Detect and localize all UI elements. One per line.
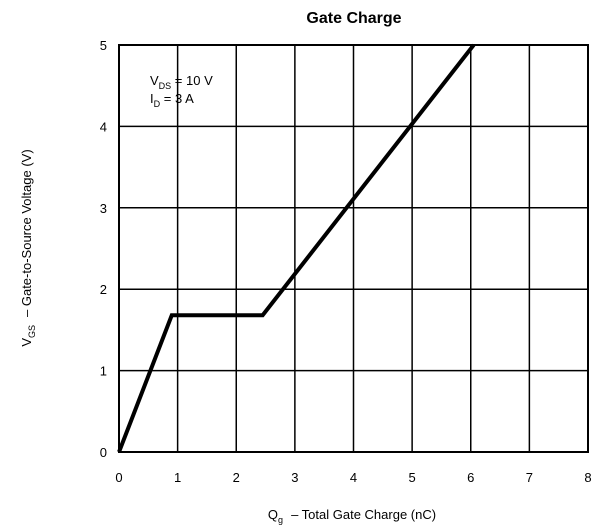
plot-frame: [118, 44, 589, 453]
chart-title: Gate Charge: [306, 10, 401, 27]
x-axis-label: Qg – Total Gate Charge (nC): [268, 507, 436, 525]
series-layer: [117, 43, 476, 453]
y-tick-label: 4: [100, 119, 107, 134]
grid-lines: [118, 44, 589, 453]
y-axis-label: VGS– Gate-to-Source Voltage (V): [19, 149, 37, 346]
x-tick-label: 8: [584, 470, 591, 485]
y-tick-label: 0: [100, 445, 107, 460]
annotation-vds: VDS = 10 V: [150, 73, 213, 91]
x-tick-label: 5: [409, 470, 416, 485]
gate-charge-curve: [117, 43, 476, 453]
y-tick-label: 3: [100, 201, 107, 216]
x-tick-label: 3: [291, 470, 298, 485]
y-tick-labels: 0 1 2 3 4 5: [100, 38, 107, 460]
y-tick-label: 2: [100, 282, 107, 297]
annotation-id: ID = 3 A: [150, 91, 194, 109]
x-tick-label: 7: [526, 470, 533, 485]
y-tick-label: 5: [100, 38, 107, 53]
y-tick-label: 1: [100, 364, 107, 379]
x-tick-label: 2: [233, 470, 240, 485]
x-tick-label: 0: [115, 470, 122, 485]
x-tick-label: 4: [350, 470, 357, 485]
x-tick-label: 6: [467, 470, 474, 485]
x-tick-label: 1: [174, 470, 181, 485]
x-tick-labels: 0 1 2 3 4 5 6 7 8: [115, 470, 591, 485]
